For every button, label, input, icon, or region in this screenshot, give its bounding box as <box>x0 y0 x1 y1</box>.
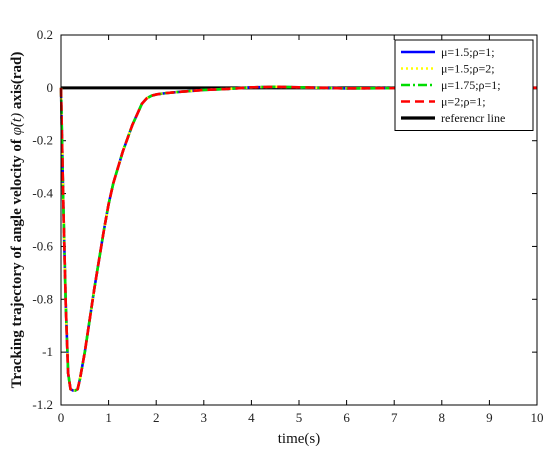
legend-label: μ=1.5;ρ=1; <box>441 45 495 59</box>
x-tick-label: 2 <box>153 410 160 425</box>
legend: μ=1.5;ρ=1; μ=1.5;ρ=2; μ=1.75;ρ=1; μ=2;ρ=1; r… <box>394 39 534 131</box>
x-tick-label: 7 <box>391 410 398 425</box>
series-line-4 <box>59 85 537 392</box>
y-axis-label-suffix: axis(rad) <box>9 52 25 113</box>
x-axis-label: time(s) <box>278 431 321 447</box>
y-tick-label: 0 <box>47 80 54 95</box>
series-lines <box>59 85 537 392</box>
legend-label: μ=1.75;ρ=1; <box>441 78 501 92</box>
x-tick-label: 10 <box>531 410 544 425</box>
plot-frame <box>60 34 538 406</box>
y-tick-label: -0.2 <box>32 133 53 148</box>
x-tick-label: 1 <box>105 410 112 425</box>
x-tick-label: 6 <box>343 410 350 425</box>
y-tick-label: -1.2 <box>32 397 53 412</box>
x-tick-label: 9 <box>486 410 493 425</box>
y-tick-label: -0.8 <box>32 291 53 306</box>
x-tick-label: 5 <box>296 410 303 425</box>
y-tick-label: -0.6 <box>32 238 53 253</box>
y-tick-label: -0.4 <box>32 186 53 201</box>
y-tick-label: 0.2 <box>37 27 53 42</box>
ticks: 0 1 2 3 4 5 6 7 8 9 10 0.2 0 -0.2 -0.4 -0.6 -0.8 -1 -1.2 <box>32 27 543 425</box>
y-axis-label: Tracking trajectory of angle velocity of… <box>9 52 25 389</box>
legend-label: referencr line <box>441 111 505 125</box>
series-line-3 <box>59 85 537 392</box>
x-tick-label: 3 <box>201 410 208 425</box>
y-axis-label-symbol: φ̇(t) <box>9 113 25 135</box>
y-axis-label-prefix: Tracking trajectory of angle velocity of <box>9 135 25 388</box>
legend-label: μ=2;ρ=1; <box>441 95 486 109</box>
x-tick-label: 8 <box>439 410 446 425</box>
legend-label: μ=1.5;ρ=2; <box>441 62 495 76</box>
y-tick-label: -1 <box>42 344 53 359</box>
x-tick-label: 4 <box>248 410 255 425</box>
x-tick-label: 0 <box>58 410 65 425</box>
